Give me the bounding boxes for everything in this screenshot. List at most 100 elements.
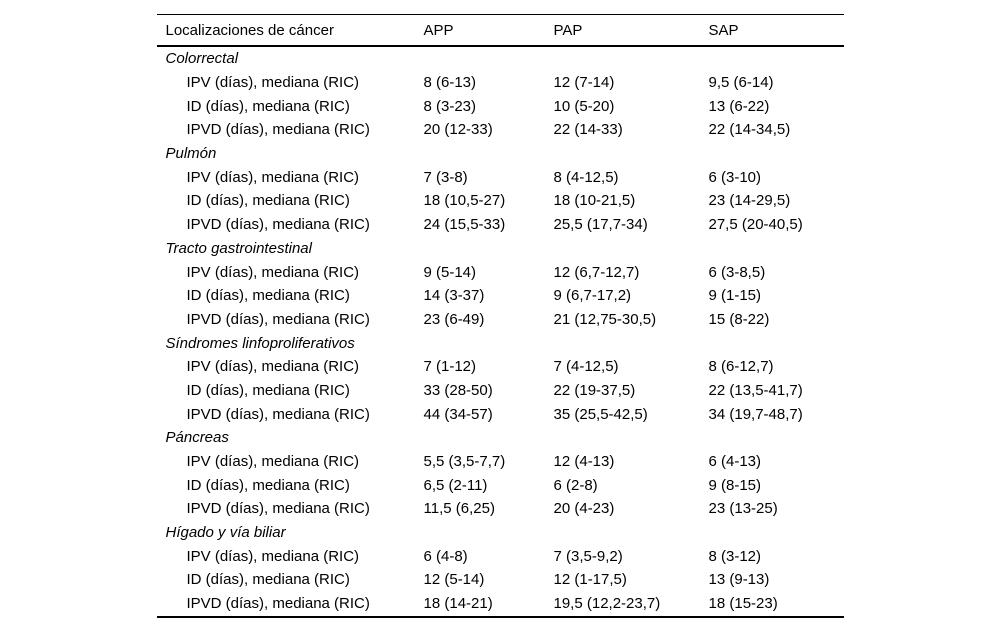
value-cell-sap: 34 (19,7-48,7) [708,405,803,423]
value-cell-sap: 15 (8-22) [708,310,770,328]
value-cell-sap: 22 (13,5-41,7) [708,381,803,399]
table-row: ID (días), mediana (RIC) 33 (28-50) 22 (… [157,379,844,403]
row-label: IPVD (días), mediana (RIC) [186,405,370,423]
table-row: IPVD (días), mediana (RIC) 24 (15,5-33) … [157,213,844,237]
row-label: ID (días), mediana (RIC) [186,287,350,305]
table-row: ID (días), mediana (RIC) 12 (5-14) 12 (1… [157,568,844,592]
section-name: Tracto gastrointestinal [165,239,312,257]
value-cell-sap: 23 (14-29,5) [708,192,791,210]
column-header-app: APP [423,14,554,47]
value-cell-pap: 22 (14-33) [553,121,623,139]
column-header-sap: SAP [708,14,844,47]
value-cell-pap: 12 (1-17,5) [553,571,627,589]
table-row: IPV (días), mediana (RIC) 7 (1-12) 7 (4-… [157,355,844,379]
row-label: IPVD (días), mediana (RIC) [186,121,370,139]
table-row: IPVD (días), mediana (RIC) 44 (34-57) 35… [157,402,844,426]
value-cell-app: 5,5 (3,5-7,7) [423,453,506,471]
value-cell-app: 7 (3-8) [423,168,468,186]
section-name: Páncreas [165,429,229,447]
row-label: ID (días), mediana (RIC) [186,381,350,399]
section-row-higado-y-via-biliar: Hígado y vía biliar [157,521,844,545]
table-row: IPV (días), mediana (RIC) 8 (6-13) 12 (7… [157,71,844,95]
value-cell-sap: 27,5 (20-40,5) [708,216,803,234]
value-cell-app: 12 (5-14) [423,571,485,589]
value-cell-pap: 6 (2-8) [553,476,598,494]
value-cell-app: 24 (15,5-33) [423,216,506,234]
row-label: IPV (días), mediana (RIC) [186,168,360,186]
value-cell-sap: 9,5 (6-14) [708,74,774,92]
value-cell-pap: 19,5 (12,2-23,7) [553,595,661,613]
value-cell-pap: 9 (6,7-17,2) [553,287,632,305]
row-label: IPV (días), mediana (RIC) [186,74,360,92]
table-header-row: Localizaciones de cáncer APP PAP SAP [156,14,844,47]
value-cell-app: 23 (6-49) [423,310,485,328]
value-cell-pap: 12 (7-14) [553,74,615,92]
value-cell-sap: 6 (3-8,5) [708,263,766,281]
value-cell-app: 44 (34-57) [423,405,493,423]
section-name: Síndromes linfoproliferativos [165,334,355,352]
value-cell-sap: 13 (6-22) [708,97,770,115]
value-cell-sap: 9 (8-15) [708,476,762,494]
row-label: IPVD (días), mediana (RIC) [186,310,370,328]
section-row-colorrectal: Colorrectal [157,46,844,71]
value-cell-app: 20 (12-33) [423,121,493,139]
section-name: Hígado y vía biliar [165,524,286,542]
value-cell-app: 18 (14-21) [423,595,493,613]
table-row: ID (días), mediana (RIC) 6,5 (2-11) 6 (2… [157,473,844,497]
value-cell-sap: 6 (3-10) [708,168,762,186]
table-row: ID (días), mediana (RIC) 14 (3-37) 9 (6,… [157,284,844,308]
value-cell-app: 9 (5-14) [423,263,477,281]
value-cell-sap: 6 (4-13) [708,453,762,471]
value-cell-pap: 12 (6,7-12,7) [553,263,640,281]
value-cell-pap: 10 (5-20) [553,97,615,115]
section-name: Colorrectal [165,50,239,68]
row-label: IPVD (días), mediana (RIC) [186,595,370,613]
table-row: ID (días), mediana (RIC) 18 (10,5-27) 18… [157,189,844,213]
table-row: IPVD (días), mediana (RIC) 20 (12-33) 22… [157,118,844,142]
value-cell-pap: 7 (4-12,5) [553,358,619,376]
value-cell-app: 6,5 (2-11) [423,476,488,494]
value-cell-pap: 18 (10-21,5) [553,192,636,210]
value-cell-app: 33 (28-50) [423,381,493,399]
table-row: IPVD (días), mediana (RIC) 18 (14-21) 19… [157,592,844,617]
value-cell-app: 11,5 (6,25) [423,500,495,518]
row-label: IPV (días), mediana (RIC) [186,453,360,471]
section-name: Pulmón [165,145,217,163]
row-label: IPVD (días), mediana (RIC) [186,500,370,518]
row-label: ID (días), mediana (RIC) [186,97,350,115]
value-cell-sap: 18 (15-23) [708,595,778,613]
row-label: ID (días), mediana (RIC) [186,192,350,210]
table-row: ID (días), mediana (RIC) 8 (3-23) 10 (5-… [157,94,844,118]
value-cell-sap: 9 (1-15) [708,287,762,305]
value-cell-pap: 12 (4-13) [553,453,615,471]
value-cell-app: 8 (6-13) [423,74,477,92]
row-label: IPV (días), mediana (RIC) [186,547,360,565]
value-cell-sap: 8 (6-12,7) [708,358,774,376]
value-cell-pap: 35 (25,5-42,5) [553,405,648,423]
section-row-pancreas: Páncreas [157,426,844,450]
table-row: IPVD (días), mediana (RIC) 11,5 (6,25) 2… [157,497,844,521]
value-cell-app: 18 (10,5-27) [423,192,506,210]
table-row: IPV (días), mediana (RIC) 9 (5-14) 12 (6… [157,260,844,284]
row-label: ID (días), mediana (RIC) [186,571,350,589]
value-cell-app: 6 (4-8) [423,547,468,565]
value-cell-pap: 8 (4-12,5) [553,168,619,186]
value-cell-pap: 21 (12,75-30,5) [553,310,657,328]
row-label: ID (días), mediana (RIC) [186,476,350,494]
value-cell-sap: 13 (9-13) [708,571,770,589]
section-row-sindromes-linfoproliferativos: Síndromes linfoproliferativos [157,331,844,355]
row-label: IPV (días), mediana (RIC) [186,358,360,376]
table-row: IPV (días), mediana (RIC) 6 (4-8) 7 (3,5… [157,544,844,568]
value-cell-pap: 25,5 (17,7-34) [553,216,648,234]
paper-table-page: Localizaciones de cáncer APP PAP SAP Col… [156,0,844,618]
value-cell-sap: 22 (14-34,5) [708,121,791,139]
value-cell-pap: 7 (3,5-9,2) [553,547,623,565]
section-row-tracto-gastrointestinal: Tracto gastrointestinal [157,237,844,261]
value-cell-app: 8 (3-23) [423,97,477,115]
table-row: IPVD (días), mediana (RIC) 23 (6-49) 21 … [157,308,844,332]
value-cell-pap: 22 (19-37,5) [553,381,636,399]
column-header-pap: PAP [553,14,709,47]
value-cell-app: 14 (3-37) [423,287,485,305]
cancer-locations-table: Localizaciones de cáncer APP PAP SAP Col… [156,14,844,618]
value-cell-sap: 8 (3-12) [708,547,762,565]
